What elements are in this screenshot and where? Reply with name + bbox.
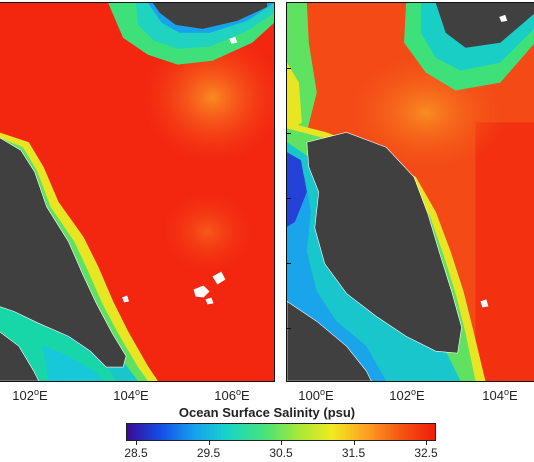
island xyxy=(122,295,130,303)
colorbar-tick-label: 29.5 xyxy=(196,446,221,460)
land-malay-peninsula xyxy=(0,137,127,368)
salinity-map-right xyxy=(286,2,534,382)
island xyxy=(499,14,508,22)
island xyxy=(212,271,226,285)
colorbar-tick xyxy=(208,441,210,445)
colorbar-tick-label: 30.5 xyxy=(269,446,293,460)
lon-label-right-1: 100oE xyxy=(298,387,334,403)
land-sumatra xyxy=(287,301,372,381)
colorbar-tick xyxy=(136,441,137,445)
lon-label-right-2: 102oE xyxy=(389,387,425,403)
lon-label-right-3: 104oE xyxy=(482,387,518,403)
land-sumatra xyxy=(0,331,40,381)
lon-label-left-2: 104oE xyxy=(113,387,149,403)
island xyxy=(205,297,214,305)
colorbar-tick xyxy=(281,441,282,445)
land-malay-peninsula xyxy=(306,132,462,354)
colorbar-tick xyxy=(426,441,427,445)
salinity-map-left xyxy=(0,2,275,382)
lon-label-left-3: 106oE xyxy=(214,387,250,403)
colorbar-title: Ocean Surface Salinity (psu) xyxy=(178,405,356,420)
island xyxy=(193,285,210,298)
land-indochina xyxy=(435,3,534,48)
colorbar-tick-label: 32.5 xyxy=(414,446,438,460)
colorbar-tick xyxy=(353,441,355,445)
colorbar-tick-label: 28.5 xyxy=(124,446,148,460)
island xyxy=(229,36,238,44)
salinity-colorbar xyxy=(126,423,436,441)
land-indochina xyxy=(152,3,268,29)
lon-label-left-1: 102oE xyxy=(12,387,48,403)
colorbar-tick-label: 31.5 xyxy=(341,446,366,460)
island xyxy=(480,299,489,308)
